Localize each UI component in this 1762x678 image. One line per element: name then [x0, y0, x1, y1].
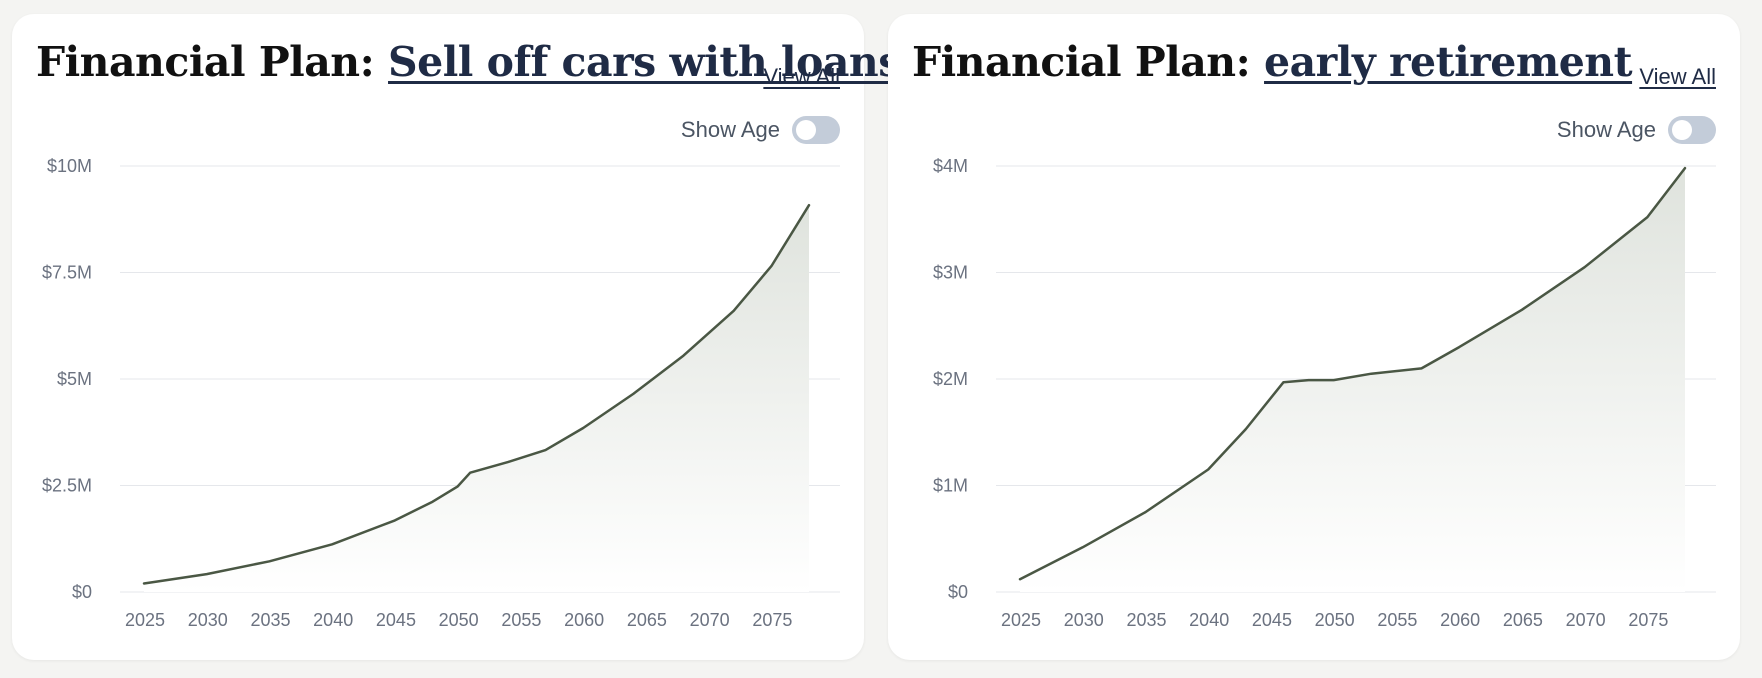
x-tick-label: 2065: [1503, 610, 1543, 630]
x-tick-label: 2035: [1126, 610, 1166, 630]
show-age-control: Show Age: [1557, 116, 1716, 144]
y-tick-label: $2.5M: [42, 476, 92, 496]
net-worth-chart: $0 $2.5M $5M $7.5M $10M 2025 2030 2035 2040 2045 2…: [42, 156, 840, 630]
toggle-knob: [1672, 120, 1692, 140]
x-tick-label: 2040: [313, 610, 353, 630]
plan-title: Financial Plan: Sell off cars with loans: [36, 38, 901, 87]
x-tick-label: 2030: [1064, 610, 1104, 630]
show-age-toggle[interactable]: [792, 116, 840, 144]
x-tick-label: 2070: [690, 610, 730, 630]
series-area: [1020, 168, 1685, 592]
show-age-label: Show Age: [680, 117, 780, 142]
x-tick-label: 2055: [1377, 610, 1417, 630]
x-tick-label: 2055: [501, 610, 541, 630]
x-tick-label: 2070: [1566, 610, 1606, 630]
x-tick-label: 2045: [1252, 610, 1292, 630]
x-tick-label: 2060: [1440, 610, 1480, 630]
financial-plan-card: Financial Plan: Sell off cars with loans…: [12, 14, 901, 660]
net-worth-chart: $0 $1M $2M $3M $4M 2025 2030 2035 2040 2045 2050 20…: [933, 156, 1716, 630]
x-tick-label: 2045: [376, 610, 416, 630]
x-tick-label: 2075: [1628, 610, 1668, 630]
show-age-label: Show Age: [1556, 117, 1656, 142]
series-line: [1018, 166, 1687, 581]
plan-title: Financial Plan: early retirement: [912, 38, 1633, 87]
x-tick-label: 2040: [1189, 610, 1229, 630]
x-tick-label: 2025: [1001, 610, 1041, 630]
y-tick-label: $4M: [933, 156, 968, 176]
y-tick-label: $2M: [933, 369, 968, 389]
plan-name-link[interactable]: Sell off cars with loans: [388, 38, 901, 86]
view-all-link[interactable]: View All: [763, 64, 840, 89]
plan-title-prefix: Financial Plan:: [912, 38, 1251, 86]
y-tick-label: $5M: [57, 369, 92, 389]
plan-name-link[interactable]: early retirement: [1264, 38, 1633, 86]
show-age-toggle[interactable]: [1668, 116, 1716, 144]
show-age-control: Show Age: [681, 116, 840, 144]
y-tick-label: $3M: [933, 263, 968, 283]
y-tick-label: $1M: [933, 476, 968, 496]
x-tick-label: 2025: [125, 610, 165, 630]
x-tick-label: 2035: [250, 610, 290, 630]
x-tick-label: 2050: [1315, 610, 1355, 630]
x-tick-label: 2030: [188, 610, 228, 630]
series-area: [144, 205, 809, 592]
financial-plan-card: Financial Plan: early retirement View Al…: [888, 14, 1740, 660]
y-tick-label: $0: [948, 582, 968, 602]
x-tick-label: 2050: [439, 610, 479, 630]
x-tick-label: 2065: [627, 610, 667, 630]
toggle-knob: [796, 120, 816, 140]
x-tick-label: 2060: [564, 610, 604, 630]
y-tick-label: $10M: [47, 156, 92, 176]
y-tick-label: $0: [72, 582, 92, 602]
y-tick-label: $7.5M: [42, 263, 92, 283]
x-tick-label: 2075: [752, 610, 792, 630]
view-all-link[interactable]: View All: [1639, 64, 1716, 89]
series-line: [142, 203, 811, 585]
plan-title-prefix: Financial Plan:: [36, 38, 375, 86]
